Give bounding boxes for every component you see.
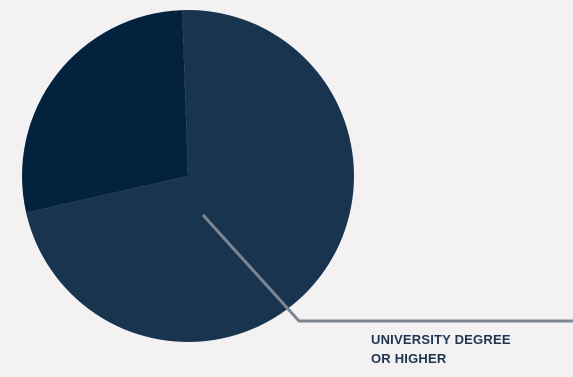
pie-slice-2 [22, 10, 188, 213]
pie-slices [22, 9, 355, 342]
callout-label-line-2: OR HIGHER [371, 351, 447, 366]
pie-slice-1 [26, 9, 355, 342]
callout-leader-line [201, 213, 573, 323]
callout-label-line-1: UNIVERSITY DEGREE [371, 332, 511, 347]
